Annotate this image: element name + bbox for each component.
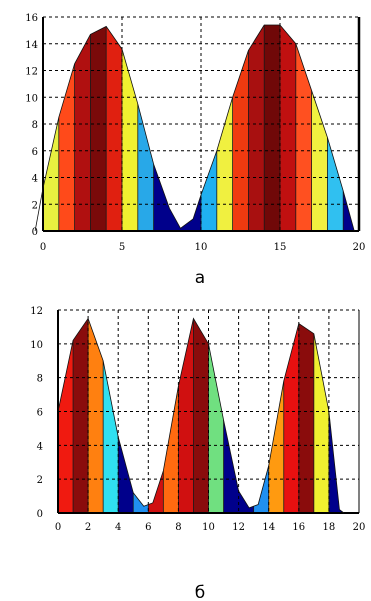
x-tick-label: 10 [202, 522, 215, 533]
band-18 [343, 25, 355, 231]
x-tick-label: 15 [274, 242, 287, 253]
x-tick-label: 0 [40, 242, 46, 253]
band-2 [58, 25, 76, 231]
band-8 [153, 25, 202, 231]
band-15 [295, 25, 313, 231]
band-7 [137, 25, 155, 231]
band-5 [118, 318, 134, 513]
band-14 [268, 318, 285, 513]
band-3 [74, 25, 91, 231]
x-tick-label: 5 [119, 242, 125, 253]
x-tick-label: 20 [353, 242, 366, 253]
y-tick-label: 8 [37, 374, 43, 385]
band-4 [90, 25, 107, 231]
x-tick-label: 18 [323, 522, 336, 533]
x-tick-label: 2 [85, 522, 91, 533]
y-tick-label: 0 [37, 509, 43, 520]
subfigure-label: б [195, 583, 205, 601]
band-12 [248, 25, 265, 231]
x-tick-label: 0 [55, 522, 61, 533]
y-tick-label: 6 [37, 408, 43, 419]
x-tick-label: 16 [292, 522, 305, 533]
band-1 [58, 318, 74, 513]
band-6 [122, 25, 139, 231]
band-10 [193, 318, 210, 513]
y-tick-label: 8 [32, 120, 38, 131]
band-17 [327, 25, 344, 231]
y-tick-label: 10 [25, 93, 38, 104]
y-tick-label: 0 [32, 227, 38, 238]
y-tick-label: 2 [37, 475, 43, 486]
band-16 [311, 25, 328, 231]
band-6 [133, 318, 149, 513]
band-group [58, 318, 344, 513]
band-10 [216, 25, 234, 231]
chart-2: 0 2 4 6 8 10 12 14 16 18 20 0 2 4 6 8 10 12 б [30, 306, 366, 601]
band-3 [88, 318, 104, 513]
band-14 [280, 25, 297, 231]
subfigure-label: а [195, 268, 205, 288]
curve-line [57, 317, 345, 514]
y-tick-label: 12 [25, 67, 38, 78]
chart-1: 0 5 10 15 20 0 2 4 6 8 10 12 14 16 а [25, 13, 366, 288]
band-9 [201, 25, 218, 231]
band-8 [163, 318, 179, 513]
y-tick-label: 4 [32, 174, 38, 185]
y-tick-label: 4 [37, 441, 43, 452]
x-tick-label: 20 [353, 522, 366, 533]
curve-line [34, 24, 355, 232]
band-11 [208, 318, 225, 513]
x-tick-label: 6 [145, 522, 151, 533]
y-tick-label: 10 [30, 340, 43, 351]
band-13 [264, 25, 281, 231]
y-tick-label: 6 [32, 147, 38, 158]
y-tick-label: 12 [30, 306, 43, 317]
band-7 [148, 318, 164, 513]
x-tick-label: 12 [232, 522, 245, 533]
band-5 [106, 25, 123, 231]
y-tick-label: 14 [25, 40, 38, 51]
x-tick-label: 4 [115, 522, 121, 533]
band-2 [73, 318, 89, 513]
band-17 [313, 318, 330, 513]
band-13 [253, 318, 270, 513]
band-4 [103, 318, 119, 513]
band-9 [178, 318, 195, 513]
x-tick-label: 14 [262, 522, 275, 533]
x-tick-label: 8 [175, 522, 181, 533]
y-tick-label: 2 [32, 200, 38, 211]
band-15 [283, 318, 300, 513]
band-16 [298, 318, 315, 513]
y-tick-label: 16 [25, 13, 38, 24]
band-1 [43, 25, 60, 231]
x-tick-label: 10 [195, 242, 208, 253]
band-11 [232, 25, 249, 231]
